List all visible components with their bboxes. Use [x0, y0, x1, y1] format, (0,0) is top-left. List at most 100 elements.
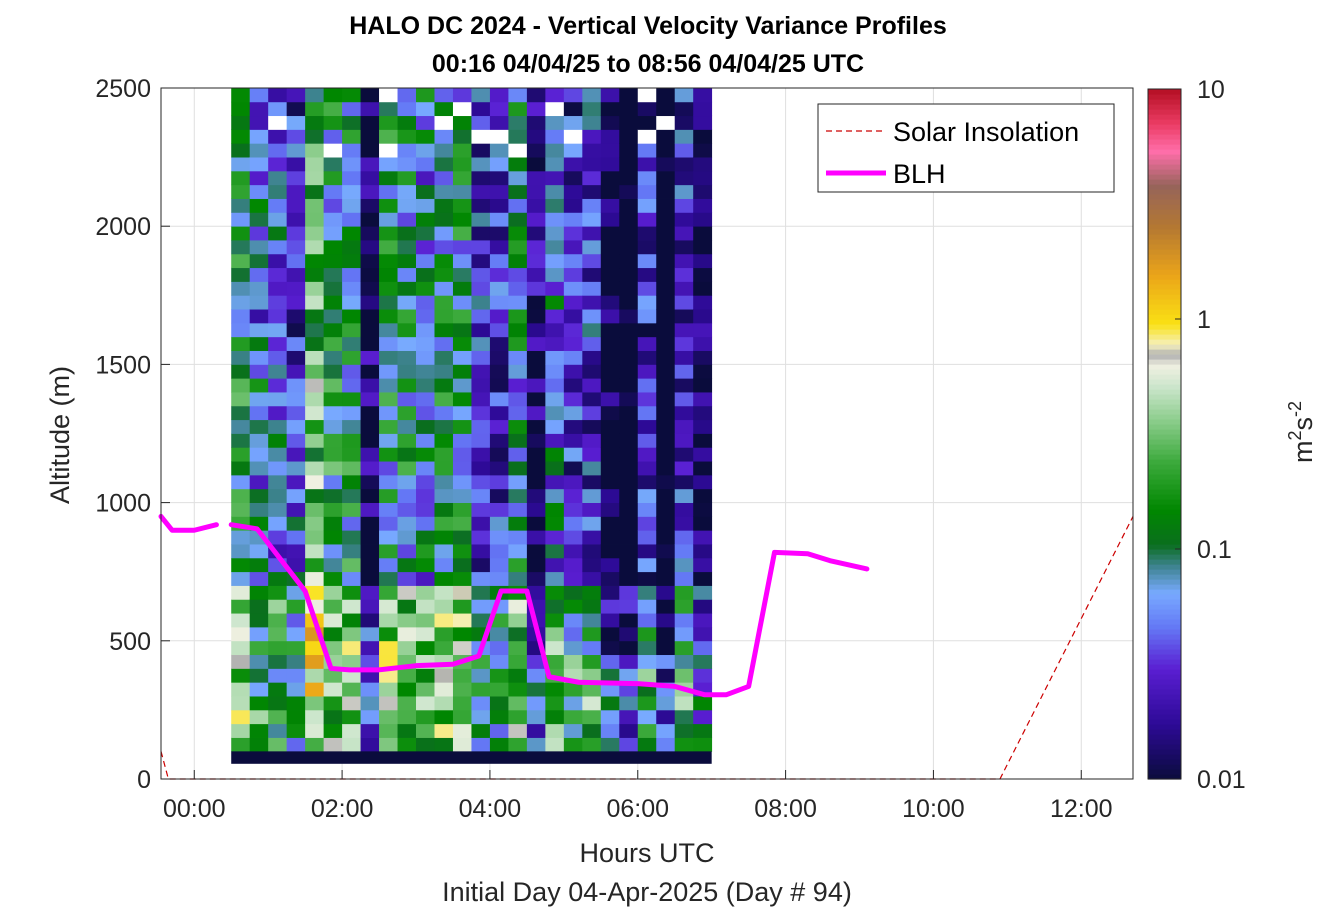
heatmap-cell: [342, 488, 361, 503]
heatmap-cell: [489, 170, 509, 186]
colorbar-swatch: [1148, 489, 1181, 495]
heatmap-cell: [619, 530, 639, 545]
heatmap-cell: [342, 530, 361, 545]
heatmap-cell: [249, 544, 269, 559]
heatmap-cell: [268, 212, 288, 227]
heatmap-cell: [416, 267, 435, 282]
heatmap-cell: [452, 170, 472, 186]
heatmap-cell: [619, 585, 639, 600]
heatmap-cell: [637, 157, 657, 172]
heatmap-cell: [674, 723, 694, 738]
heatmap-cell: [656, 571, 676, 586]
colorbar-swatch: [1148, 274, 1181, 280]
heatmap-cell: [323, 640, 343, 656]
heatmap-cell: [249, 447, 269, 462]
heatmap-cell: [268, 447, 288, 462]
heatmap-cell: [545, 557, 565, 573]
heatmap-cell: [600, 322, 620, 338]
heatmap-cell: [360, 226, 380, 241]
heatmap-cell: [452, 240, 472, 255]
colorbar-swatch: [1148, 189, 1181, 195]
heatmap-cell: [582, 447, 602, 462]
heatmap-cell: [305, 530, 325, 545]
heatmap-cell: [434, 530, 454, 545]
heatmap-cell: [582, 682, 602, 697]
heatmap-cell: [379, 557, 398, 573]
heatmap-cell: [268, 157, 288, 172]
heatmap-cell: [268, 709, 288, 725]
heatmap-cell: [526, 433, 546, 448]
heatmap-cell: [231, 226, 251, 241]
heatmap-cell: [471, 267, 491, 282]
heatmap-cell: [600, 226, 620, 241]
heatmap-cell: [342, 709, 361, 725]
heatmap-cell: [563, 170, 583, 186]
heatmap-cell: [231, 696, 251, 711]
heatmap-cell: [637, 709, 657, 725]
heatmap-surface-row: [231, 751, 712, 764]
colorbar-tick-label: 10: [1197, 76, 1225, 104]
heatmap-cell: [231, 157, 251, 172]
heatmap-cell: [286, 115, 306, 130]
heatmap-cell: [286, 378, 306, 393]
heatmap-cell: [268, 640, 288, 656]
colorbar-swatch: [1148, 264, 1181, 270]
heatmap-cell: [397, 184, 417, 199]
heatmap-cell: [656, 626, 676, 642]
x-axis-label: Hours UTC: [579, 838, 714, 868]
heatmap-cell: [489, 378, 509, 393]
heatmap-cell: [526, 405, 546, 421]
heatmap-cell: [360, 253, 380, 269]
heatmap-cell: [508, 336, 528, 351]
heatmap-cell: [342, 696, 361, 711]
heatmap-cell: [637, 184, 657, 199]
heatmap-cell: [693, 516, 713, 531]
heatmap-cell: [508, 240, 528, 255]
heatmap-cell: [434, 392, 454, 407]
heatmap-cell: [397, 405, 417, 421]
heatmap-cell: [545, 613, 565, 628]
heatmap-cell: [379, 709, 398, 725]
x-tick-label: 08:00: [754, 795, 817, 823]
heatmap-cell: [674, 654, 694, 669]
heatmap-cell: [656, 696, 676, 711]
heatmap-cell: [489, 571, 509, 586]
heatmap-cell: [508, 626, 528, 642]
heatmap-cell: [693, 267, 713, 282]
heatmap-cell: [323, 488, 343, 503]
heatmap-cell: [397, 309, 417, 324]
heatmap-cell: [379, 516, 398, 531]
colorbar-swatch: [1148, 774, 1181, 780]
colorbar-swatch: [1148, 209, 1181, 215]
heatmap-cell: [600, 419, 620, 434]
heatmap-cell: [397, 557, 417, 573]
heatmap-cell: [693, 461, 713, 476]
heatmap-cell: [600, 599, 620, 614]
heatmap-cell: [360, 723, 380, 738]
heatmap-cell: [489, 696, 509, 711]
heatmap-cell: [637, 101, 657, 117]
heatmap-cell: [231, 433, 251, 448]
heatmap-cell: [360, 585, 380, 600]
heatmap-cell: [693, 253, 713, 269]
heatmap-cell: [674, 212, 694, 227]
heatmap-cell: [582, 336, 602, 351]
heatmap-cell: [249, 378, 269, 393]
heatmap-cell: [305, 378, 325, 393]
heatmap-cell: [656, 447, 676, 462]
heatmap-cell: [619, 281, 639, 296]
heatmap-cell: [379, 502, 398, 517]
heatmap-cell: [416, 640, 435, 656]
heatmap-cell: [508, 571, 528, 586]
heatmap-cell: [231, 640, 251, 656]
heatmap-cell: [582, 170, 602, 186]
colorbar-swatch: [1148, 109, 1181, 115]
heatmap-cell: [674, 488, 694, 503]
heatmap-cell: [526, 557, 546, 573]
heatmap-cell: [342, 309, 361, 324]
heatmap-cell: [600, 613, 620, 628]
heatmap-cell: [268, 626, 288, 642]
heatmap-cell: [582, 502, 602, 517]
heatmap-cell: [249, 613, 269, 628]
heatmap-cell: [379, 585, 398, 600]
